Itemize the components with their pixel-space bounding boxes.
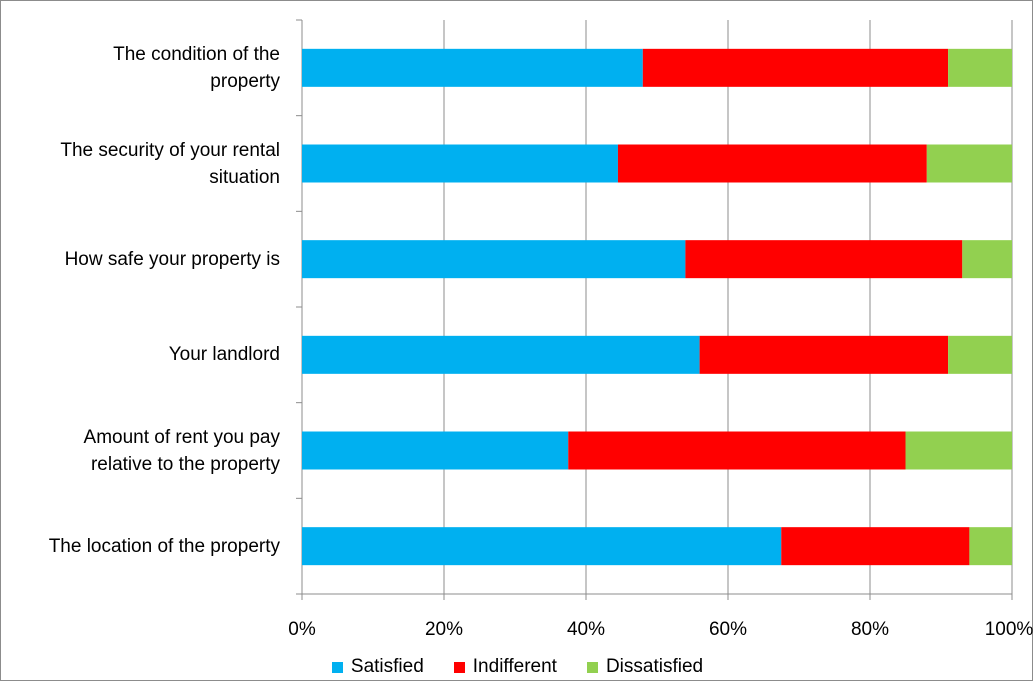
x-tick-label: 80% — [850, 619, 890, 640]
x-tick-label: 40% — [566, 619, 606, 640]
x-tick-label: 0% — [288, 619, 316, 640]
bar-satisfied — [302, 527, 782, 566]
category-label: How safe your property is — [64, 248, 280, 270]
bar-dissatisfied — [969, 527, 1012, 566]
x-tick-label: 100% — [984, 619, 1034, 640]
legend-label: Indifferent — [472, 656, 557, 677]
bar-satisfied — [302, 431, 569, 470]
x-tick-label: 20% — [424, 619, 464, 640]
bar-indifferent — [781, 527, 970, 566]
legend-swatch — [586, 661, 598, 673]
bar-satisfied — [302, 144, 618, 183]
category-label: Amount of rent you pay relative to the p… — [83, 426, 280, 475]
bar-dissatisfied — [962, 240, 1012, 279]
bar-dissatisfied — [905, 431, 1012, 470]
x-tick-label: 60% — [708, 619, 748, 640]
bar-indifferent — [642, 48, 949, 87]
legend-label: Satisfied — [350, 656, 424, 677]
bar-dissatisfied — [926, 144, 1012, 183]
category-label: Your landlord — [168, 344, 280, 366]
category-label: The condition of the property — [113, 43, 280, 92]
legend-item: Satisfied — [331, 656, 424, 678]
legend: Satisfied Indifferent Dissatisfied — [0, 656, 1035, 678]
bar-indifferent — [568, 431, 906, 470]
bar-satisfied — [302, 335, 700, 374]
bar-dissatisfied — [948, 48, 1012, 87]
category-label: The security of your rental situation — [60, 139, 280, 188]
bar-indifferent — [699, 335, 949, 374]
legend-label: Dissatisfied — [605, 656, 704, 677]
bar-indifferent — [617, 144, 927, 183]
category-label: The location of the property — [48, 535, 280, 557]
legend-swatch — [453, 661, 465, 673]
bar-indifferent — [685, 240, 963, 279]
legend-item: Indifferent — [453, 656, 557, 678]
bar-satisfied — [302, 240, 686, 279]
bar-dissatisfied — [948, 335, 1012, 374]
legend-swatch — [331, 661, 343, 673]
legend-item: Dissatisfied — [586, 656, 704, 678]
bar-satisfied — [302, 48, 643, 87]
